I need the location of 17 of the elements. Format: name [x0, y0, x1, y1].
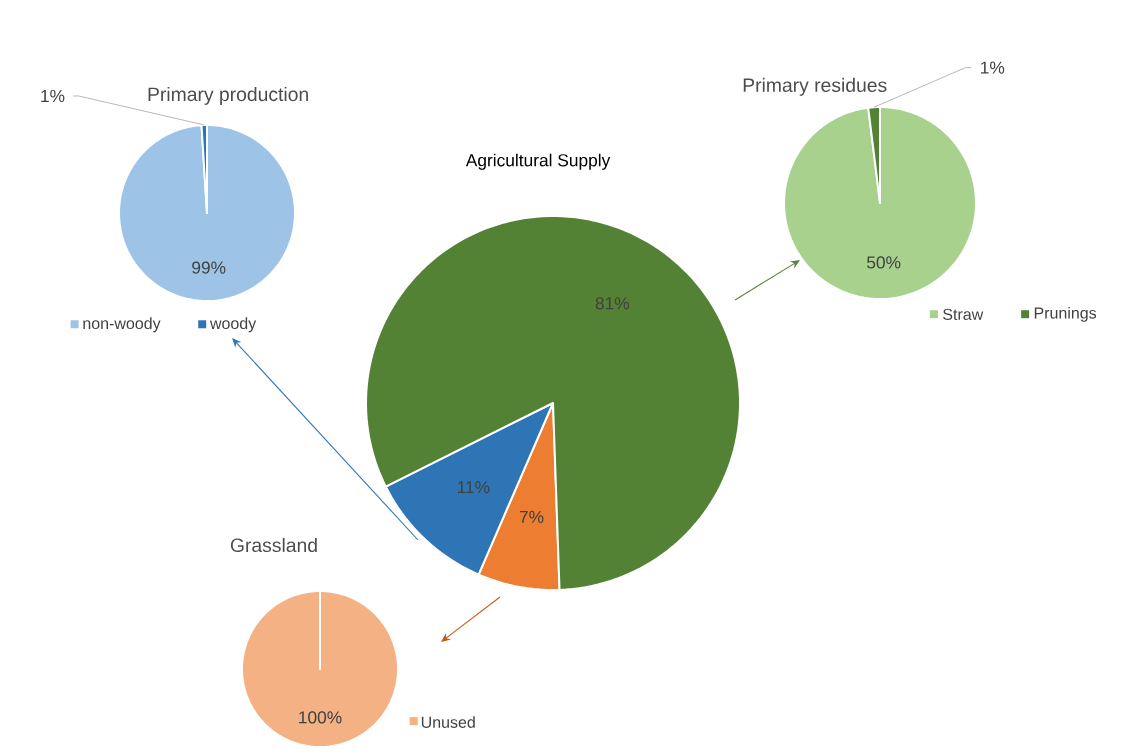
data-label: 11% — [457, 481, 490, 494]
text: Primary residues — [743, 77, 887, 96]
legend-label: Unused — [421, 716, 475, 728]
legend-label: Straw — [943, 308, 984, 321]
data-label: 1% — [41, 89, 65, 103]
data-label: 100% — [299, 711, 342, 724]
data-label: 7% — [519, 510, 544, 523]
legend-label: non-woody — [83, 317, 161, 333]
chart-title: Grassland — [230, 537, 317, 553]
data-label: 81% — [595, 297, 630, 310]
chart-title: Agricultural Supply — [465, 153, 611, 170]
legend-label: Prunings — [1034, 306, 1097, 322]
chart-title: Primary production — [148, 86, 308, 105]
legend-label: woody — [209, 317, 257, 333]
data-label: 1% — [981, 61, 1005, 74]
data-label: 50% — [867, 256, 901, 269]
data-label: 99% — [192, 261, 226, 274]
